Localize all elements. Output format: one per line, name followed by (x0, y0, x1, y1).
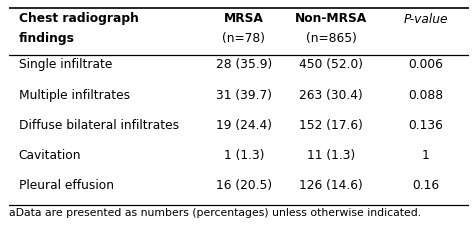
Text: 11 (1.3): 11 (1.3) (307, 149, 356, 162)
Text: 31 (39.7): 31 (39.7) (216, 89, 272, 102)
Text: 0.16: 0.16 (412, 179, 439, 192)
Text: 19 (24.4): 19 (24.4) (216, 119, 272, 132)
Text: 1: 1 (422, 149, 429, 162)
Text: Pleural effusion: Pleural effusion (18, 179, 114, 192)
Text: Single infiltrate: Single infiltrate (18, 58, 112, 72)
Text: 0.006: 0.006 (408, 58, 443, 72)
Text: 0.136: 0.136 (408, 119, 443, 132)
Text: aData are presented as numbers (percentages) unless otherwise indicated.: aData are presented as numbers (percenta… (9, 208, 421, 218)
Text: 263 (30.4): 263 (30.4) (300, 89, 363, 102)
Text: MRSA: MRSA (224, 12, 264, 25)
Text: 28 (35.9): 28 (35.9) (216, 58, 272, 72)
Text: (n=78): (n=78) (222, 32, 265, 45)
Text: findings: findings (18, 32, 74, 45)
Text: (n=865): (n=865) (306, 32, 357, 45)
Text: Non-MRSA: Non-MRSA (295, 12, 367, 25)
Text: 126 (14.6): 126 (14.6) (300, 179, 363, 192)
Text: 450 (52.0): 450 (52.0) (299, 58, 364, 72)
Text: Chest radiograph: Chest radiograph (18, 12, 138, 25)
Text: 152 (17.6): 152 (17.6) (300, 119, 363, 132)
Text: 1 (1.3): 1 (1.3) (224, 149, 264, 162)
Text: Diffuse bilateral infiltrates: Diffuse bilateral infiltrates (18, 119, 179, 132)
Text: Multiple infiltrates: Multiple infiltrates (18, 89, 130, 102)
Text: 16 (20.5): 16 (20.5) (216, 179, 272, 192)
Text: 0.088: 0.088 (408, 89, 443, 102)
Text: P-value: P-value (403, 14, 448, 26)
Text: Cavitation: Cavitation (18, 149, 81, 162)
